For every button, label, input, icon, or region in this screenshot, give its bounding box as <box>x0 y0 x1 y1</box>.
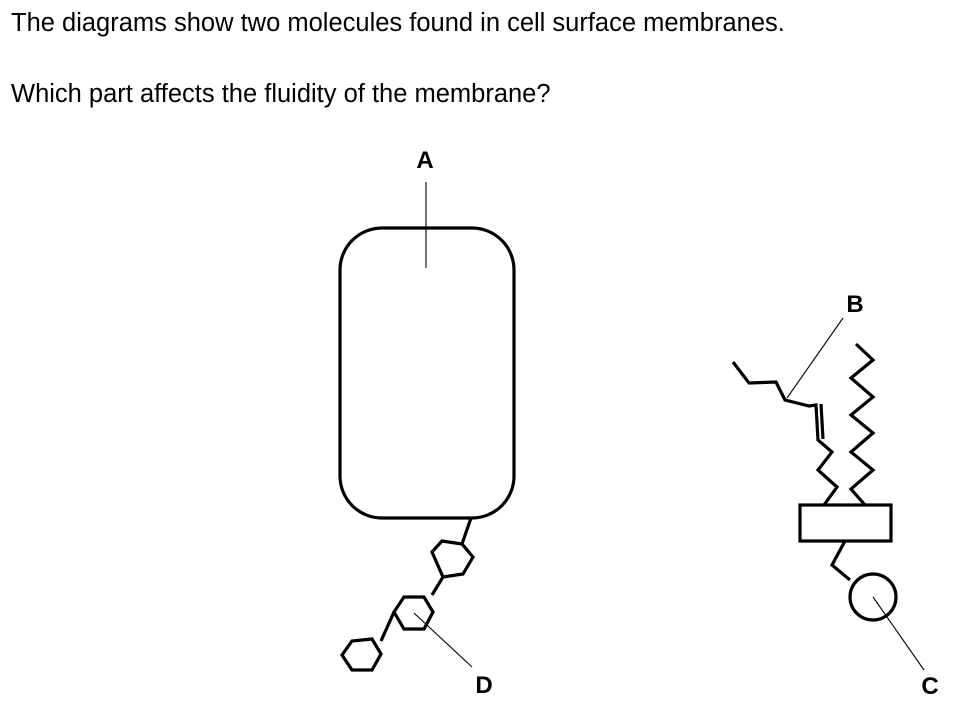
label-d: D <box>475 672 492 699</box>
label-a: A <box>416 147 433 174</box>
saturated-fatty-acid-tail <box>848 342 876 507</box>
protein-to-sugar-bond <box>460 517 473 545</box>
sugar-bond-1 <box>430 576 445 596</box>
question-prompt: Which part affects the fluidity of the m… <box>11 80 551 108</box>
glycerol-block <box>798 503 893 543</box>
protein-block <box>338 226 516 520</box>
label-b: B <box>846 291 863 318</box>
glycoprotein-molecule <box>338 226 516 672</box>
label-b-leader <box>786 317 844 399</box>
sugar-ring-2 <box>392 595 435 631</box>
sugar-ring-3 <box>340 637 383 672</box>
phospholipid-molecule <box>731 342 898 622</box>
double-bond-line <box>819 403 825 440</box>
label-c-leader <box>872 596 925 671</box>
unsaturated-fatty-acid-tail <box>731 361 840 506</box>
phosphate-link <box>829 540 852 582</box>
label-d-leader <box>413 612 473 668</box>
sugar-ring-1 <box>430 539 475 579</box>
question-intro: The diagrams show two molecules found in… <box>11 9 785 37</box>
label-c: C <box>921 673 938 700</box>
sugar-bond-2 <box>379 611 396 642</box>
phosphate-head <box>848 572 898 622</box>
